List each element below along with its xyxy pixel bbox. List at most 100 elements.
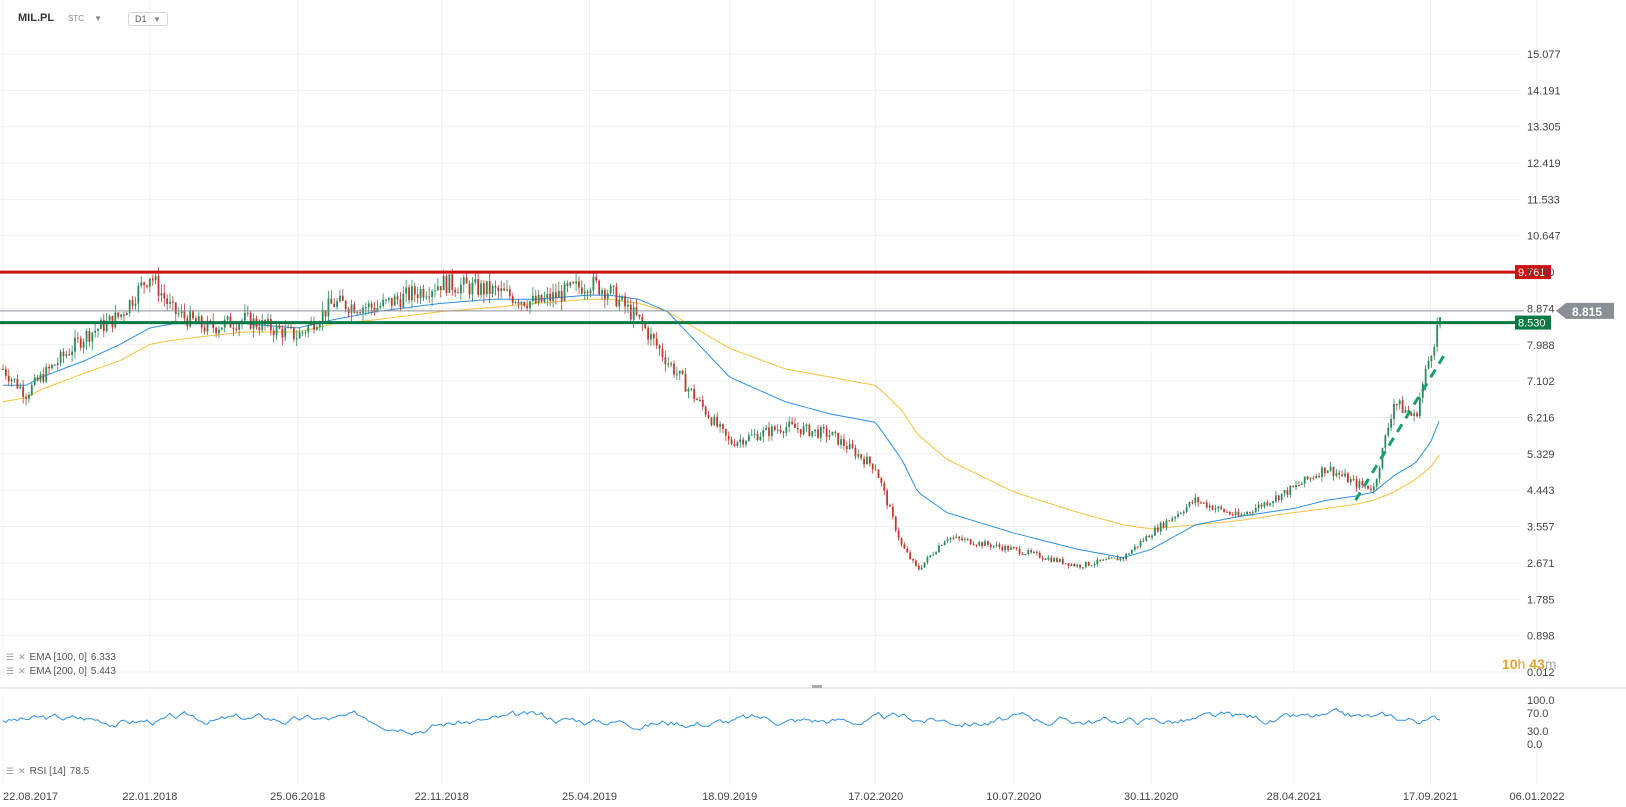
candle (1070, 563, 1073, 567)
ema200-line (2, 298, 1440, 530)
candle (592, 271, 595, 296)
candle (840, 434, 842, 449)
candle (575, 273, 577, 292)
rsi-tick-label: 0.0 (1527, 739, 1542, 751)
candle (1223, 508, 1225, 513)
timeframe-value: D1 (135, 14, 147, 24)
candle (252, 313, 255, 338)
candle (462, 274, 465, 294)
candle (791, 417, 793, 426)
candle (385, 298, 387, 304)
candle (1001, 544, 1004, 552)
candle (730, 436, 733, 446)
candle (917, 563, 920, 571)
candle (566, 280, 569, 293)
candle (1038, 550, 1041, 559)
candle (837, 432, 840, 446)
candle (1044, 558, 1047, 561)
level-lines[interactable]: 9.761 8.530 8.815 (0, 265, 1614, 330)
close-icon[interactable]: ✕ (18, 766, 26, 776)
candle (1012, 546, 1015, 550)
candle (1298, 481, 1300, 487)
candle (1079, 563, 1081, 570)
candle (978, 540, 981, 547)
candle (1015, 547, 1018, 551)
candle (1182, 509, 1185, 516)
candle (1401, 396, 1404, 414)
candle (131, 295, 134, 310)
candle (1355, 475, 1358, 492)
candle (880, 476, 883, 487)
symbol-header[interactable]: MIL.PL STC ▼ (18, 12, 102, 24)
candle (94, 323, 97, 338)
candle (572, 280, 575, 285)
candle (172, 295, 174, 311)
candle (1338, 470, 1341, 480)
candle (650, 327, 652, 346)
x-tick-label: 10.07.2020 (986, 791, 1041, 803)
candle (62, 348, 65, 363)
candle (399, 292, 402, 312)
candle (615, 282, 618, 308)
candle (1249, 511, 1251, 516)
ema200-value: 5.443 (90, 666, 116, 677)
rsi-tick-label: 100.0 (1527, 695, 1555, 707)
candle (454, 287, 457, 297)
ema200-label: EMA [200, 0] (29, 666, 87, 677)
candle (788, 416, 791, 433)
close-icon[interactable]: ✕ (18, 666, 26, 676)
candle (722, 423, 724, 434)
timeframe-selector[interactable]: D1 ▼ (128, 12, 168, 26)
panel-resize-handle[interactable] (812, 685, 822, 688)
candle (506, 280, 508, 292)
rsi-tick-label: 30.0 (1527, 726, 1548, 738)
candle (151, 274, 154, 286)
candle (975, 544, 978, 548)
list-icon[interactable]: ☰ (6, 652, 15, 662)
candle (583, 283, 586, 301)
candle (1148, 534, 1151, 538)
rsi-legend[interactable]: ☰ ✕ RSI [14] 78.5 (6, 766, 89, 777)
candle (428, 287, 431, 304)
candle (120, 313, 122, 320)
candle (1303, 476, 1306, 488)
candle (514, 300, 517, 305)
candle (223, 315, 226, 333)
candle (290, 324, 292, 330)
candle (943, 540, 946, 546)
candle (76, 332, 79, 343)
candle (1136, 546, 1139, 550)
candle (148, 278, 151, 293)
chevron-down-icon[interactable]: ▼ (94, 13, 102, 23)
candle (402, 286, 405, 309)
candle (684, 368, 687, 392)
y-tick-label: 12.419 (1527, 158, 1561, 170)
candle (1061, 556, 1064, 566)
candle (929, 554, 932, 558)
trendline[interactable] (1354, 351, 1448, 501)
candle (998, 542, 1001, 550)
candle (822, 423, 825, 434)
candle (1018, 546, 1021, 557)
candle (480, 280, 482, 299)
candle (393, 293, 396, 306)
y-tick-label: 6.216 (1527, 412, 1555, 424)
list-icon[interactable]: ☰ (6, 666, 15, 676)
candle (756, 430, 759, 441)
candle (1335, 469, 1338, 478)
instrument-type: STC (68, 13, 85, 23)
ema100-legend[interactable]: ☰ ✕ EMA [100, 0] 6.333 (6, 652, 116, 663)
candle (177, 307, 180, 318)
candle (992, 545, 995, 549)
list-icon[interactable]: ☰ (6, 766, 15, 776)
candle (874, 464, 877, 471)
close-icon[interactable]: ✕ (18, 652, 26, 662)
candle (1004, 544, 1007, 554)
candle (169, 293, 171, 309)
candle (1404, 406, 1407, 414)
candle (612, 284, 615, 295)
candle (1361, 477, 1364, 489)
candle (765, 424, 768, 431)
ema200-legend[interactable]: ☰ ✕ EMA [200, 0] 5.443 (6, 666, 116, 677)
